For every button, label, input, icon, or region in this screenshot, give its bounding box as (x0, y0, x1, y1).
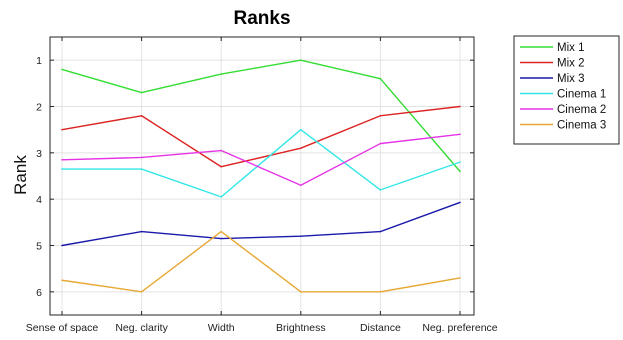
data-point (459, 133, 461, 136)
series-line-4 (62, 128, 461, 198)
chart-title: Ranks (233, 8, 290, 29)
data-point (459, 277, 461, 279)
data-point (379, 291, 382, 293)
legend: Mix 1 Mix 2 Mix 3 Cinema 1 Cinema 2 Cinema 3 (513, 35, 620, 145)
y-tick-label: 6 (36, 287, 42, 299)
data-point (459, 161, 461, 163)
data-point (379, 114, 382, 117)
x-tick-label: Width (208, 322, 235, 334)
data-point (459, 105, 461, 108)
series-line-1 (61, 59, 461, 172)
data-point (379, 189, 382, 191)
y-tick-label: 4 (36, 194, 42, 206)
x-tick-label: Sense of space (26, 322, 99, 334)
series-line-2 (61, 105, 461, 168)
x-tick-label: Neg. preference (422, 322, 497, 334)
data-point (300, 147, 302, 149)
data-point (300, 128, 302, 131)
y-tick-label: 5 (36, 241, 42, 253)
data-point (220, 196, 222, 198)
data-point (61, 168, 63, 170)
series-line-6 (61, 230, 461, 293)
data-point (379, 77, 382, 80)
data-point (220, 165, 222, 168)
legend-label: Cinema 2 (557, 104, 606, 116)
data-point (300, 291, 302, 293)
data-point (220, 237, 222, 240)
y-tick-label: 2 (36, 102, 42, 114)
legend-label: Mix 3 (557, 73, 584, 85)
y-axis-label: Rank (11, 155, 30, 195)
data-point (61, 279, 63, 282)
data-point (61, 244, 63, 247)
series-line-3 (61, 201, 461, 247)
data-point (459, 170, 461, 173)
data-point (300, 184, 302, 187)
legend-label: Cinema 3 (557, 120, 606, 132)
data-point (300, 235, 302, 238)
data-point (220, 149, 222, 152)
series-line-5 (61, 133, 461, 186)
x-tick-labels: Sense of space Neg. clarity Width Brightnes… (26, 322, 498, 334)
legend-label: Cinema 1 (557, 89, 606, 101)
data-point (220, 73, 222, 75)
grid-layer (50, 37, 474, 315)
legend-label: Mix 2 (557, 58, 584, 70)
plot-frame (49, 36, 475, 316)
data-point (140, 168, 143, 170)
x-tick-label: Brightness (276, 322, 326, 334)
data-point (140, 230, 143, 233)
y-tick-label: 1 (36, 55, 42, 67)
legend-box (513, 35, 620, 145)
data-point (220, 230, 222, 233)
x-tick-label: Distance (360, 322, 401, 334)
data-point (140, 156, 143, 159)
data-point (140, 291, 143, 293)
data-point (61, 128, 63, 131)
data-point (300, 59, 302, 61)
data-point (140, 91, 143, 94)
legend-label: Mix 1 (557, 42, 584, 54)
x-tick-label: Neg. clarity (115, 322, 168, 334)
data-point (379, 142, 382, 145)
data-point (379, 230, 382, 233)
y-tick-labels: 1 2 3 4 5 6 (36, 55, 42, 299)
series-layer (61, 59, 461, 293)
data-point (140, 114, 143, 117)
data-point (459, 201, 461, 204)
data-point (61, 158, 63, 161)
y-tick-label: 3 (36, 148, 42, 160)
data-point (61, 68, 63, 71)
